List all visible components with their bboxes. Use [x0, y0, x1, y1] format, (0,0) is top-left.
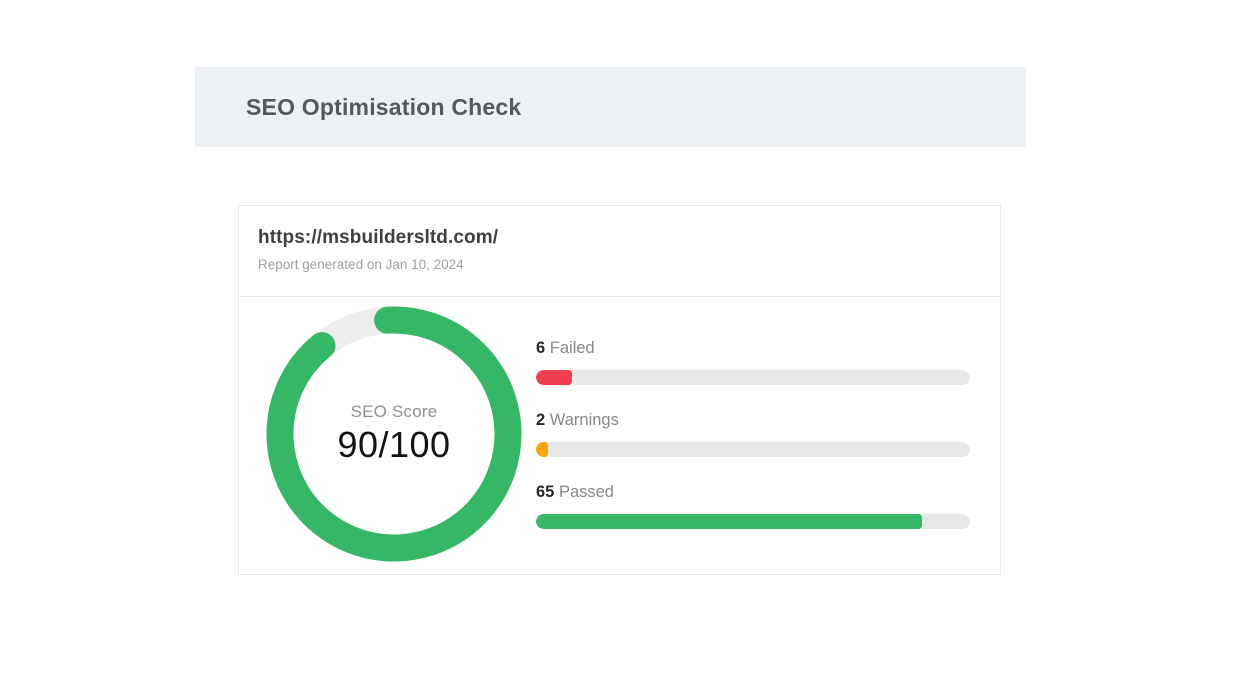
- metric-warnings-text: Warnings: [549, 411, 619, 429]
- score-label: SEO Score: [350, 402, 438, 421]
- metric-passed-text: Passed: [558, 483, 614, 501]
- page-title: SEO Optimisation Check: [246, 93, 522, 120]
- metric-passed-count: 65: [536, 483, 555, 501]
- report-url: https://msbuildersltd.com/: [258, 227, 499, 248]
- metric-passed-track: [536, 514, 970, 529]
- metric-warnings-track: [536, 442, 970, 457]
- metric-failed-track: [536, 370, 970, 385]
- score-center: SEO Score 90/100: [266, 306, 522, 562]
- report-card-body: SEO Score 90/100 6 Failed 2 Warnings 65 …: [239, 297, 1000, 574]
- metric-passed-bar: [536, 514, 923, 529]
- metric-failed-text: Failed: [549, 339, 595, 357]
- metric-failed-label: 6 Failed: [536, 339, 970, 358]
- metric-warnings: 2 Warnings: [536, 411, 970, 457]
- score-arc: [266, 306, 522, 562]
- metric-failed-bar: [536, 370, 572, 385]
- seo-report-card: https://msbuildersltd.com/ Report genera…: [238, 205, 1001, 575]
- metric-passed-label: 65 Passed: [536, 483, 970, 502]
- metric-failed: 6 Failed: [536, 339, 970, 385]
- report-generated-date: Report generated on Jan 10, 2024: [258, 257, 464, 272]
- report-card-header: https://msbuildersltd.com/ Report genera…: [239, 206, 1000, 297]
- page-header: SEO Optimisation Check: [195, 67, 1026, 147]
- metric-warnings-bar: [536, 442, 548, 457]
- metric-warnings-label: 2 Warnings: [536, 411, 970, 430]
- metric-warnings-count: 2: [536, 411, 546, 429]
- metric-failed-count: 6: [536, 339, 546, 357]
- score-donut-chart: [266, 306, 522, 562]
- seo-score-gauge: SEO Score 90/100: [266, 306, 522, 562]
- score-value: 90/100: [337, 424, 451, 465]
- metric-passed: 65 Passed: [536, 483, 970, 529]
